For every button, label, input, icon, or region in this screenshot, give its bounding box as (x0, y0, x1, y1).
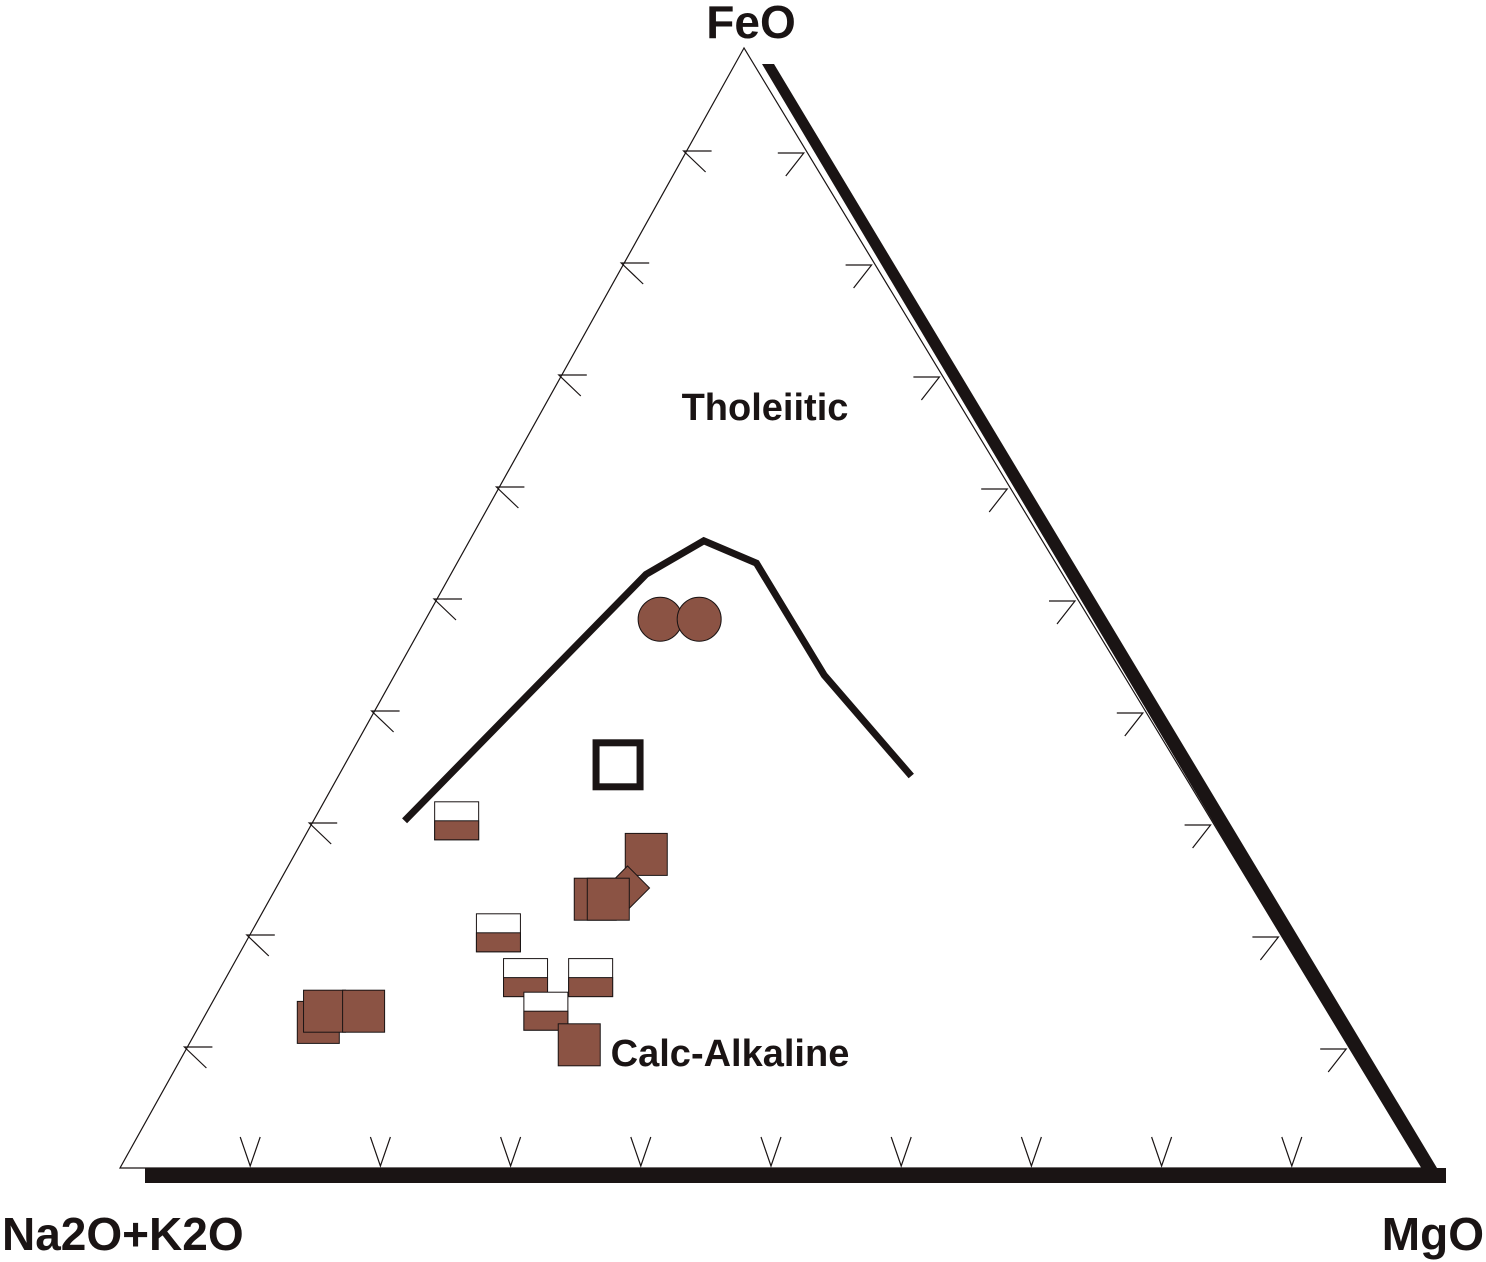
sample-16-square-filled (342, 989, 386, 1033)
tick-bottom-5 (760, 1136, 782, 1168)
sample-13-square-filled (557, 1023, 601, 1067)
sample-10-square-half (503, 958, 549, 998)
tick-right-9 (777, 152, 806, 177)
tick-bottom-9 (1281, 1136, 1303, 1168)
tick-left-8 (619, 262, 650, 285)
sample-points (296, 596, 722, 1067)
tick-bottom-6 (890, 1136, 912, 1168)
sample-2-circle (676, 596, 722, 642)
tick-bottom-1 (239, 1136, 261, 1168)
sample-half-bottom (434, 820, 480, 841)
tick-right-1 (1320, 1048, 1348, 1073)
tick-bottom-8 (1151, 1136, 1173, 1168)
tick-marks (182, 150, 1348, 1168)
sample-4-square-half (434, 801, 480, 841)
tick-right-7 (913, 376, 941, 401)
tick-bottom-4 (630, 1136, 652, 1168)
sample-half-bottom (475, 932, 521, 953)
right-edge-shadow (762, 64, 1446, 1183)
tick-right-8 (845, 264, 873, 289)
vertex-label-feo: FeO (706, 0, 795, 48)
sample-8-square-filled (586, 877, 630, 921)
tick-right-3 (1184, 824, 1212, 849)
tick-left-6 (494, 486, 525, 509)
vertex-label-alkalis: Na2O+K2O (2, 1208, 244, 1260)
triangle-outline (118, 46, 1424, 1169)
sample-5-square-filled (624, 832, 668, 876)
tick-right-2 (1252, 936, 1280, 961)
tick-left-7 (557, 374, 587, 397)
tick-left-4 (370, 710, 400, 733)
bottom-edge-shadow (145, 1168, 1446, 1183)
tick-right-4 (1116, 712, 1145, 737)
sample-11-square-half (568, 958, 614, 998)
sample-9-square-half (475, 913, 521, 953)
vertex-label-mgo: MgO (1382, 1208, 1484, 1260)
tick-left-1 (182, 1046, 213, 1069)
tick-left-5 (432, 598, 462, 621)
sample-3-square-open (592, 739, 644, 791)
tholeiitic-calc-alkaline-boundary (402, 536, 914, 824)
sample-15-square-filled (303, 989, 347, 1033)
tick-left-3 (307, 822, 338, 845)
sample-half-bottom (568, 977, 614, 998)
tick-right-6 (981, 488, 1009, 513)
tick-left-2 (245, 934, 275, 957)
tick-right-5 (1049, 600, 1077, 625)
field-label-calc-alkaline: Calc-Alkaline (611, 1033, 850, 1075)
tick-bottom-2 (369, 1136, 391, 1168)
sample-1-circle (637, 596, 683, 642)
tick-left-9 (682, 150, 712, 173)
tick-bottom-3 (500, 1136, 522, 1168)
field-label-tholeiitic: Tholeiitic (682, 387, 849, 429)
tick-bottom-7 (1020, 1136, 1042, 1168)
sample-half-bottom (523, 1010, 569, 1031)
